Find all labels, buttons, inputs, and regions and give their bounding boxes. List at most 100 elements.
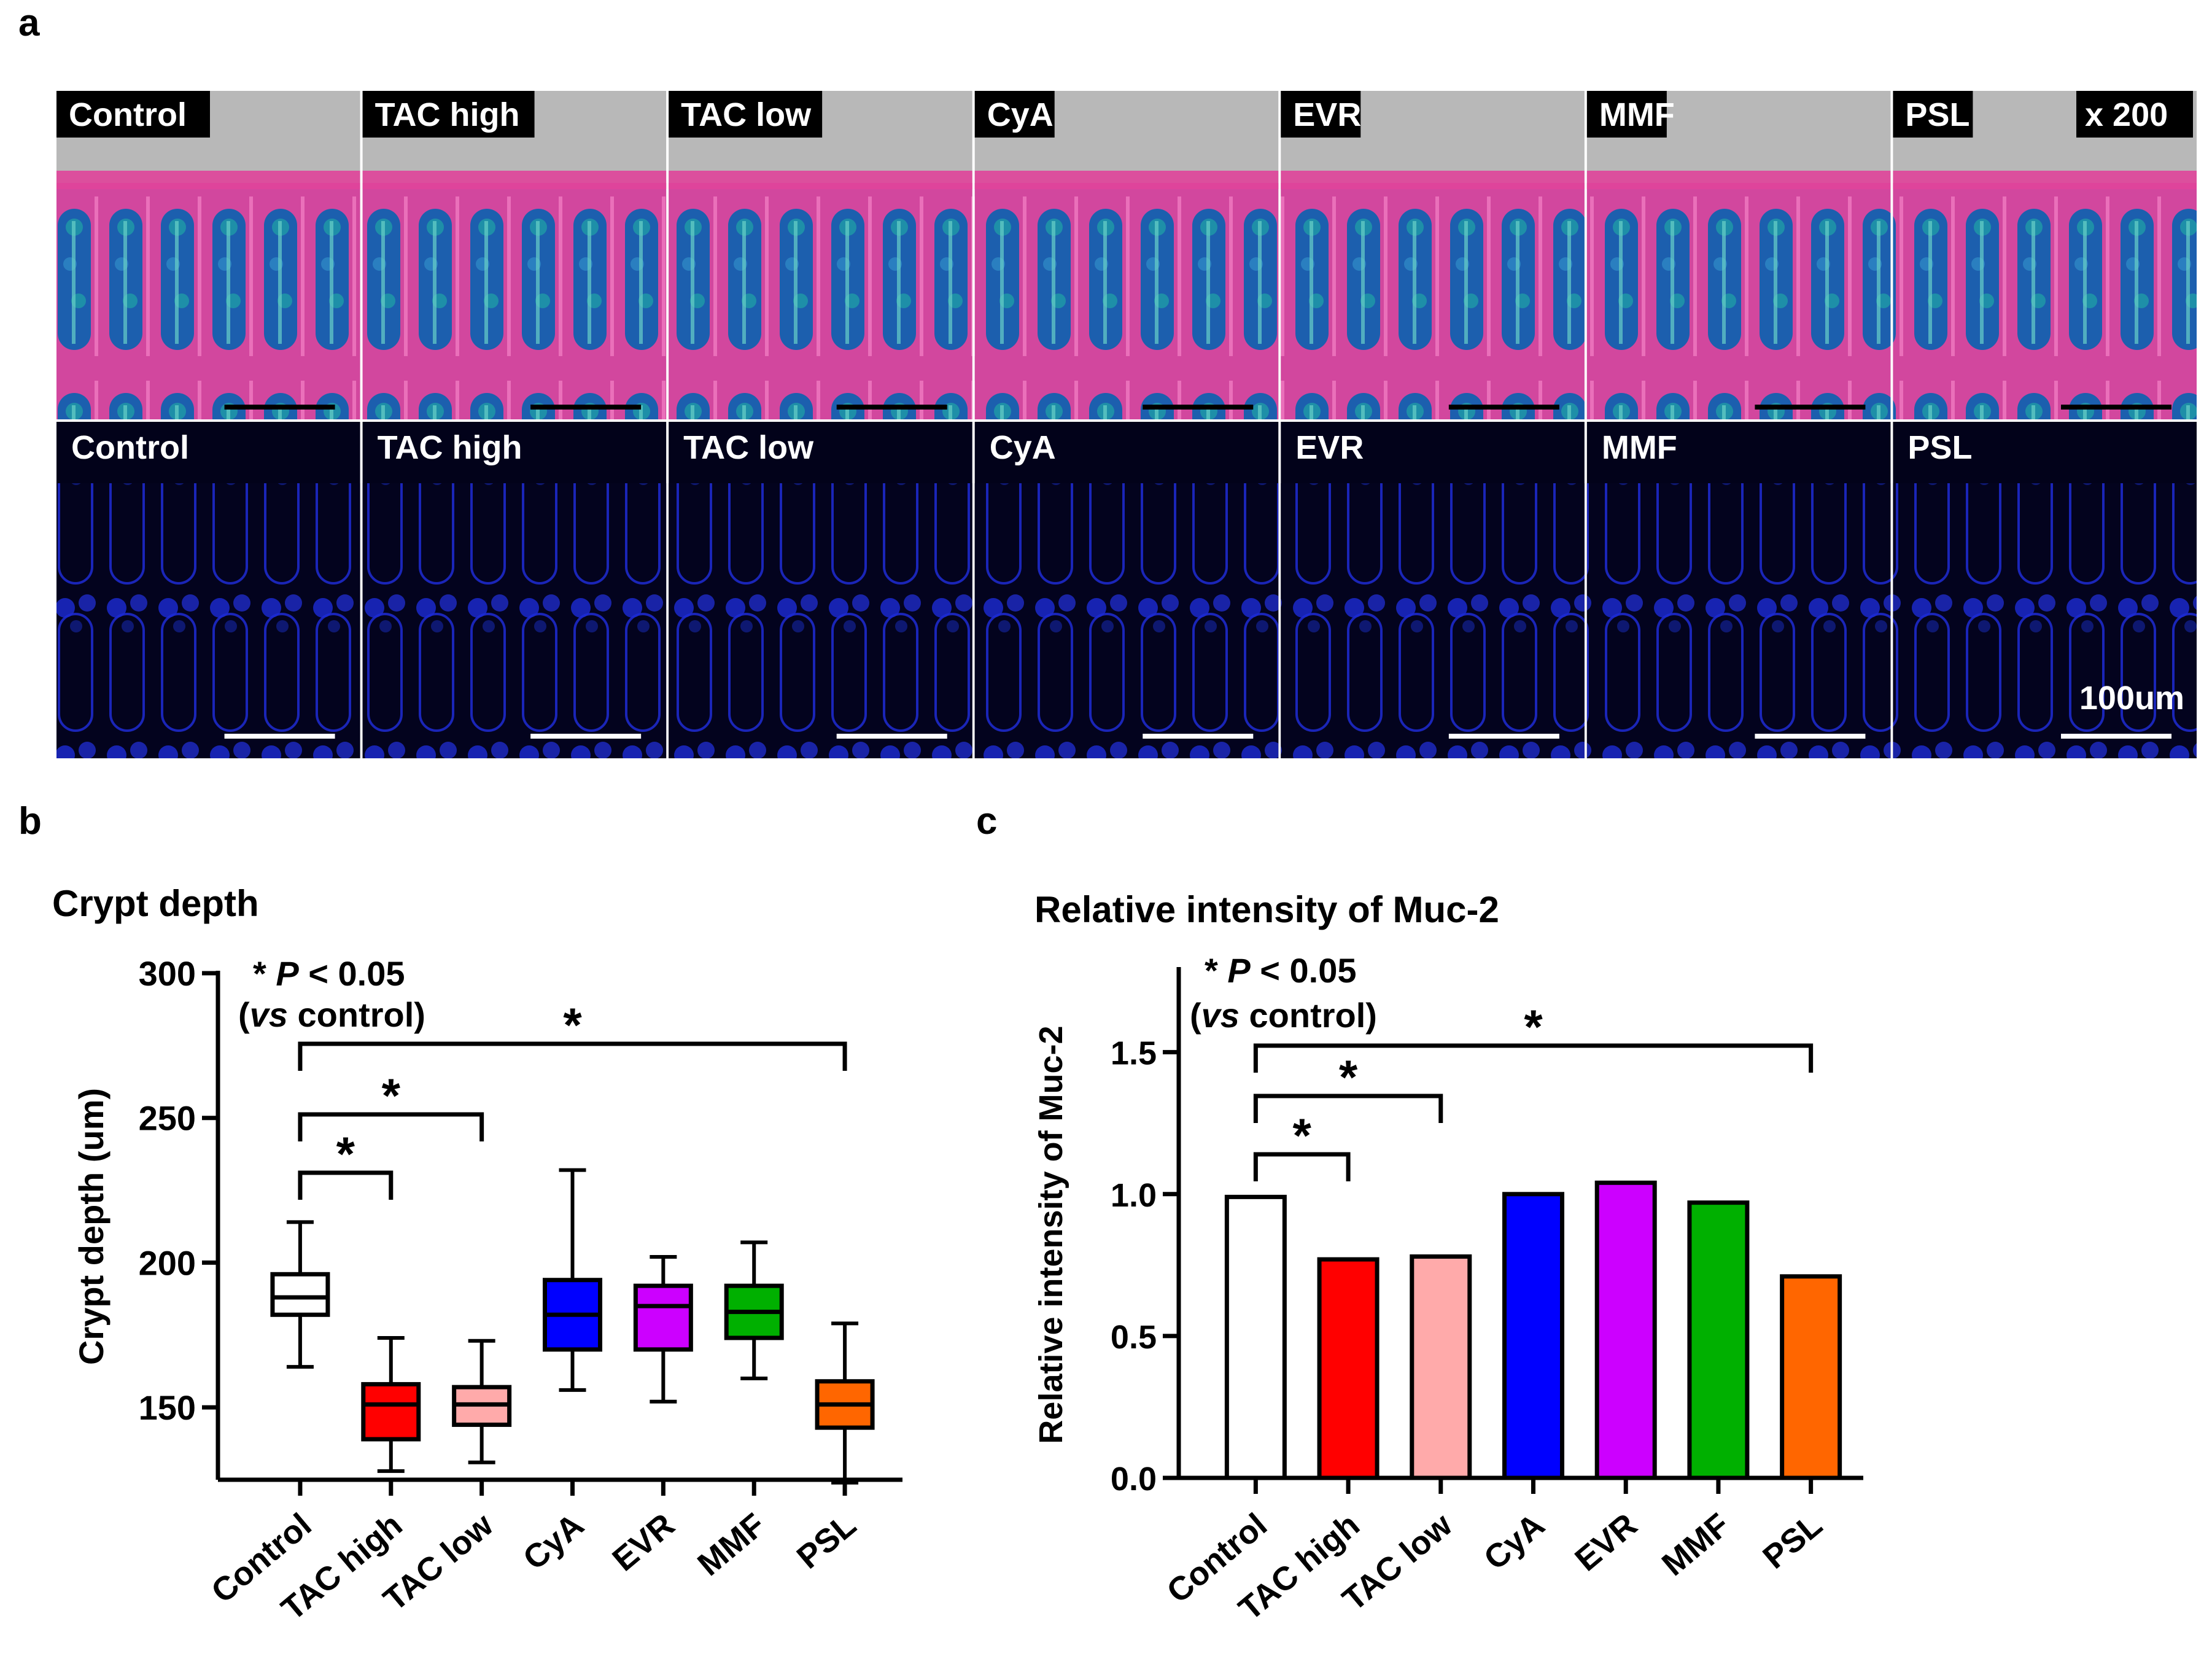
box-mmf [724,1240,784,1380]
crypt-tissue [1893,183,2197,419]
y-tick-label: 300 [139,954,196,993]
scale-bar-label: 100um [2079,680,2184,717]
micrograph-4: CyA CyA [974,91,1279,758]
significance-note-line1: * P < 0.05 [253,954,405,993]
bracket-line [1253,1043,1814,1073]
fluorescence-tissue [974,483,1279,758]
scale-bar-bottom [530,734,642,739]
box-tac-high [361,1336,421,1473]
top-label: EVR [1293,96,1361,133]
bar-tac-high [1317,1257,1380,1480]
micrograph-2: TAC high TAC high [362,91,667,758]
crypt-tissue [362,183,667,419]
bar-evr [1594,1180,1657,1480]
scale-bar-bottom [2061,734,2171,739]
fluorescence-tissue [1281,483,1585,758]
crypt-tissue [56,183,360,419]
top-label: CyA [987,96,1054,133]
significance-bracket-2: * [1253,1050,1443,1123]
bracket-line [1253,1152,1351,1181]
bottom-label: MMF [1602,429,1677,466]
box-iqr [633,1283,693,1352]
x-tick-label: EVR [605,1506,681,1578]
crypt-tissue [974,183,1279,419]
top-label: PSL [1905,96,1969,133]
scale-bar-top [2061,405,2171,410]
epithelial-surface [1586,171,1891,189]
epithelial-surface [1893,171,2197,189]
bracket-line [1253,1094,1443,1123]
box-psl [815,1321,875,1485]
bar-psl [1780,1274,1842,1480]
scale-bar-top [1755,405,1866,410]
significance-star: * [563,998,582,1052]
x-tick-label: MMF [691,1506,772,1583]
scale-bar-top [530,405,642,410]
box-iqr [270,1272,330,1317]
significance-note-line1: * P < 0.05 [1205,951,1357,990]
scale-bar-bottom [1448,734,1559,739]
scale-bar-top [1143,405,1254,410]
crypt-tissue [1281,183,1585,419]
box-control [270,1220,330,1369]
scale-bar-top [836,405,947,410]
y-tick-label: 150 [139,1388,196,1427]
bottom-label: PSL [1907,429,1972,466]
significance-bracket-2: * [298,1068,484,1141]
x-tick-label: EVR [1568,1506,1644,1578]
x-tick-label: MMF [1655,1506,1737,1583]
epithelial-surface [974,171,1279,189]
bar-cya [1502,1192,1564,1480]
fluorescence-tissue [1586,483,1891,758]
top-label: MMF [1599,96,1675,133]
micrograph-6: MMF MMF [1586,91,1891,758]
label-box [1281,91,1361,138]
top-label: TAC low [681,96,812,133]
y-axis-label: Relative intensity of Muc-2 [1033,1025,1069,1444]
bracket-line [298,1170,394,1200]
bottom-label: TAC high [378,429,522,466]
y-tick-label: 0.5 [1111,1319,1157,1356]
scale-bar-top [224,405,335,410]
y-tick-label: 200 [139,1243,196,1282]
scale-bar-bottom [224,734,335,739]
x-tick-label: PSL [1756,1506,1829,1576]
x-tick-label: CyA [516,1506,591,1577]
bar-mmf [1687,1200,1750,1480]
label-box [1586,91,1667,138]
significance-bracket-1: * [1253,1108,1351,1181]
y-tick-label: 1.5 [1111,1035,1157,1072]
significance-star: * [1339,1050,1358,1104]
micrograph-3: TAC low TAC low [669,91,972,758]
panel-letter-b: b [18,800,42,842]
bracket-line [298,1041,847,1071]
label-box [1893,91,1973,138]
bracket-line [298,1112,484,1141]
x-tick-label: CyA [1477,1506,1551,1577]
panel-letter-c: c [976,800,997,842]
box-cya [543,1168,602,1392]
box-iqr [361,1382,421,1442]
significance-star: * [1293,1108,1312,1162]
epithelial-surface [56,171,360,189]
significance-bracket-1: * [298,1127,394,1200]
significance-star: * [382,1068,401,1122]
scale-bar-bottom [1755,734,1866,739]
significance-bracket-3: * [298,998,847,1071]
box-evr [633,1255,693,1404]
bar-tac-low [1410,1254,1472,1480]
significance-note-line2: (vs control) [1190,996,1377,1035]
chart-title: Crypt depth [52,883,259,924]
epithelial-surface [669,171,972,189]
significance-star: * [336,1127,355,1181]
fluorescence-tissue [669,483,972,758]
label-box [362,91,535,138]
bottom-label: CyA [990,429,1056,466]
micrograph-1: Control Control [56,91,360,758]
x-tick-label: PSL [790,1506,863,1576]
magnification-box [2076,91,2193,138]
box-tac-low [452,1339,512,1464]
y-tick-label: 250 [139,1099,196,1138]
fluorescence-tissue [56,483,360,758]
